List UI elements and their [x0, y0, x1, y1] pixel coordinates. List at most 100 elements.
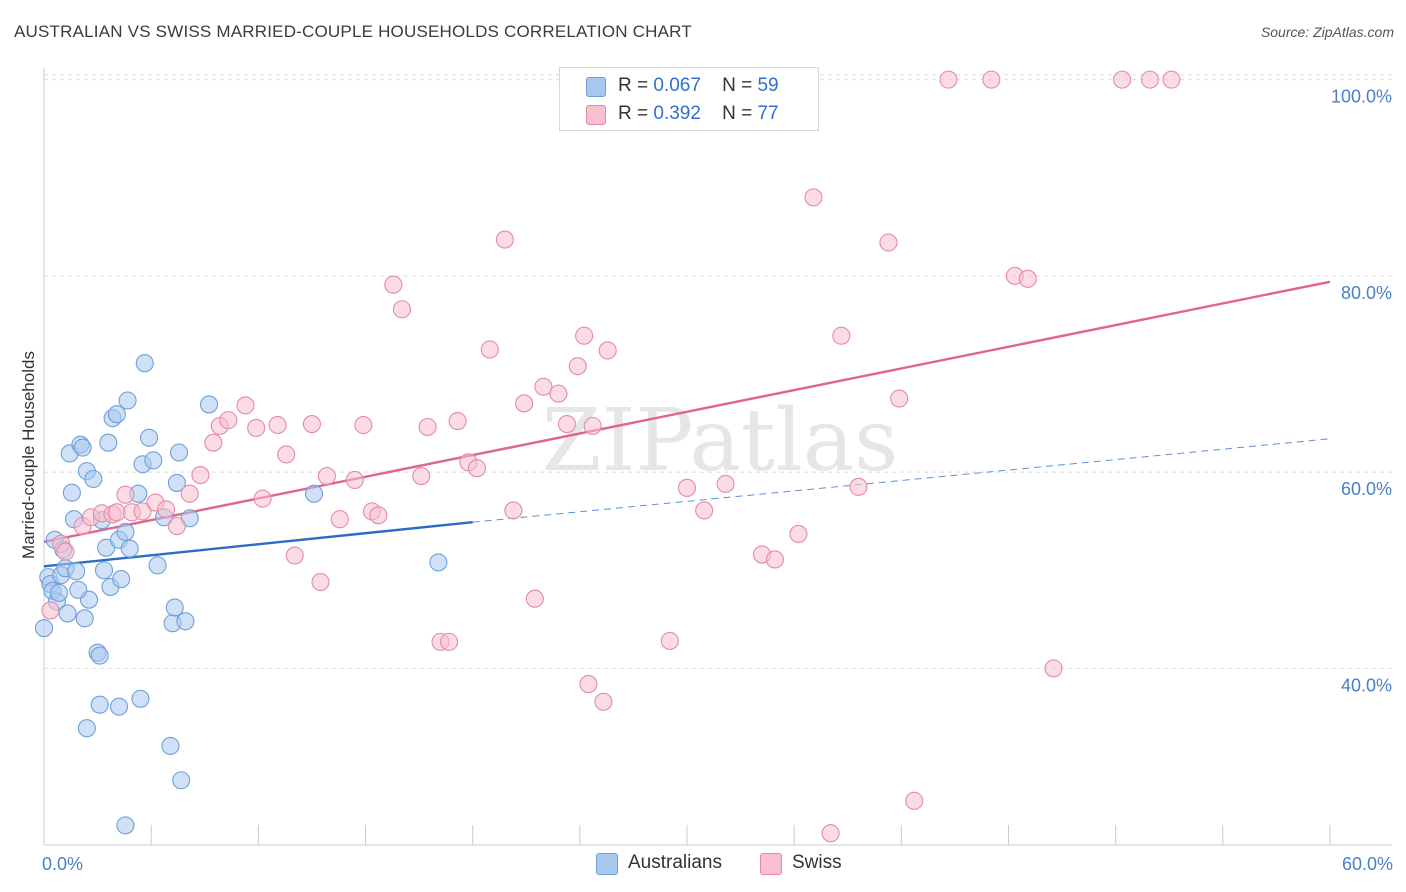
point-swiss [330, 510, 349, 529]
point-swiss [369, 506, 388, 525]
point-swiss [832, 326, 851, 345]
point-australians [139, 428, 159, 447]
point-swiss [302, 414, 321, 434]
point-swiss [480, 340, 499, 359]
point-swiss [939, 70, 958, 89]
legend-r-label: R = [618, 103, 649, 124]
point-swiss [849, 477, 868, 496]
point-swiss [716, 474, 735, 493]
point-australians [73, 438, 92, 457]
point-swiss [789, 524, 808, 543]
point-swiss [515, 394, 534, 413]
point-australians [67, 562, 86, 581]
point-swiss [311, 572, 330, 592]
point-australians [148, 556, 167, 575]
point-swiss [247, 418, 266, 438]
legend-swatch-swiss [586, 105, 606, 125]
bottom-legend-swatch-swiss [760, 853, 782, 875]
point-swiss [557, 414, 577, 434]
point-swiss [821, 824, 840, 843]
point-swiss [384, 275, 403, 294]
point-swiss [1018, 269, 1037, 288]
point-swiss [41, 601, 60, 620]
point-swiss [285, 546, 304, 565]
point-australians [161, 736, 180, 755]
y-tick-label: 40.0% [1341, 675, 1392, 695]
point-australians [116, 816, 135, 835]
point-swiss [236, 396, 255, 415]
point-swiss [133, 502, 152, 521]
legend-n-value: 77 [757, 103, 779, 124]
point-swiss [116, 485, 135, 504]
y-tick-label: 100.0% [1331, 87, 1392, 107]
point-swiss [157, 500, 176, 519]
point-australians [165, 598, 184, 617]
data-points [34, 70, 1181, 843]
point-australians [167, 473, 186, 492]
point-swiss [107, 503, 126, 522]
bottom-legend-label: Australians [628, 852, 722, 873]
point-swiss [905, 791, 924, 810]
point-swiss [879, 233, 898, 252]
legend-r-label: R = [618, 75, 649, 96]
point-swiss [525, 589, 544, 608]
point-swiss [412, 466, 431, 486]
axes [43, 68, 1392, 846]
point-swiss [204, 433, 223, 452]
source-credit: Source: ZipAtlas.com [1260, 24, 1394, 40]
point-swiss [56, 542, 75, 561]
point-australians [176, 612, 195, 631]
legend-r-value: 0.067 [653, 75, 701, 96]
point-swiss [440, 632, 459, 651]
point-swiss [345, 470, 364, 490]
point-australians [58, 604, 77, 623]
point-swiss [890, 389, 909, 408]
y-tick-label: 60.0% [1341, 479, 1392, 499]
y-axis-label: Married-couple Households [19, 351, 38, 559]
point-swiss [765, 550, 784, 569]
x-tick-label-max: 60.0% [1342, 854, 1393, 874]
point-swiss [495, 230, 514, 249]
point-australians [199, 395, 219, 414]
point-swiss [579, 675, 598, 694]
point-swiss [253, 489, 272, 508]
point-swiss [568, 357, 587, 376]
trend-swiss [43, 280, 1331, 543]
point-australians [144, 451, 163, 470]
point-swiss [677, 478, 697, 497]
point-swiss [392, 300, 411, 319]
point-australians [112, 570, 131, 589]
point-australians [107, 405, 126, 424]
point-australians [116, 522, 135, 542]
point-swiss [1044, 659, 1063, 678]
point-australians [99, 433, 118, 452]
point-swiss [277, 445, 296, 464]
point-swiss [219, 411, 238, 430]
point-swiss [167, 517, 186, 536]
point-swiss [695, 501, 714, 520]
point-swiss [180, 484, 199, 503]
point-swiss [504, 501, 523, 520]
point-swiss [982, 70, 1001, 89]
point-australians [90, 646, 109, 665]
watermark: ZIPatlas [542, 391, 898, 491]
point-swiss [598, 341, 617, 360]
grid-lines [44, 74, 1392, 669]
point-swiss [448, 412, 467, 431]
point-swiss [354, 415, 373, 435]
point-australians [69, 580, 88, 599]
point-australians [118, 391, 137, 410]
point-australians [169, 443, 189, 462]
legend-swatch-australians [586, 77, 606, 97]
point-australians [75, 609, 94, 628]
legend-n-value: 59 [757, 75, 779, 96]
point-swiss [1113, 70, 1132, 89]
chart-title: AUSTRALIAN VS SWISS MARRIED-COUPLE HOUSE… [14, 22, 692, 41]
point-australians [429, 553, 448, 572]
point-swiss [660, 631, 679, 650]
point-australians [84, 469, 103, 489]
legend-r-value: 0.392 [653, 103, 701, 124]
legend-n-label: N = [722, 75, 753, 96]
point-swiss [317, 466, 336, 486]
y-tick-label: 80.0% [1341, 283, 1392, 303]
